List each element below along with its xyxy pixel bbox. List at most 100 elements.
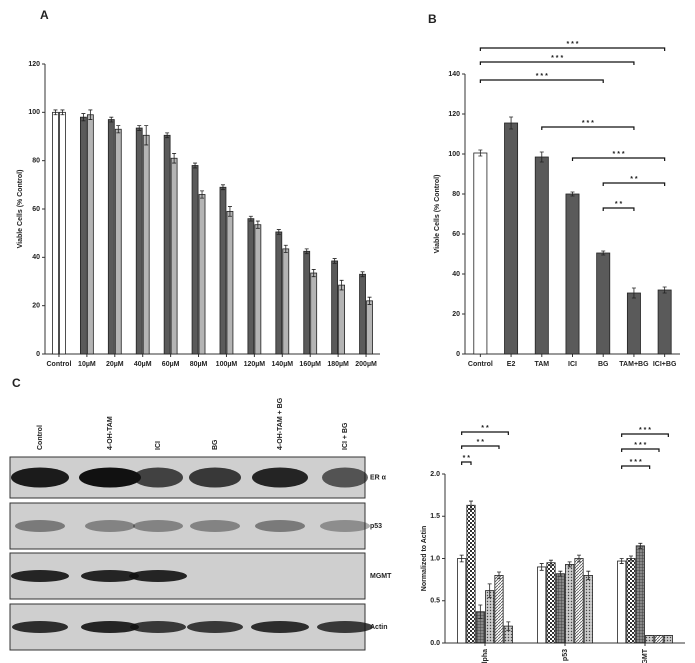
error-bar (220, 184, 225, 191)
bar (504, 122, 519, 355)
bar (657, 289, 672, 355)
error-bar (539, 563, 544, 571)
blot-band (15, 520, 65, 532)
significance-bracket (461, 431, 509, 435)
blot-band (320, 520, 370, 532)
y-tick-label: 80 (452, 191, 460, 198)
error-bar (165, 132, 170, 139)
error-bar (567, 561, 572, 568)
bar (473, 152, 488, 355)
bar (583, 575, 593, 644)
error-bar (509, 116, 514, 130)
error-bar (311, 269, 316, 278)
bar (494, 575, 504, 644)
error-bar (144, 125, 149, 146)
bar (142, 134, 150, 355)
panel-label: C (12, 376, 21, 390)
x-tick-label: 40µM (134, 361, 152, 368)
x-tick-label: 10µM (78, 361, 96, 368)
significance-label: * * * (634, 442, 646, 449)
blot-lane-label: ICI + BG (342, 422, 349, 450)
blot-band (189, 467, 241, 488)
significance-label: * * (481, 425, 489, 432)
error-bar (629, 555, 633, 562)
significance-bracket (541, 126, 635, 130)
x-tick-label: ER Alpha (482, 649, 489, 663)
x-tick-label: 80µM (190, 361, 208, 368)
error-bar (662, 286, 667, 294)
blot-row-label: Actin (370, 624, 388, 631)
bar (86, 114, 94, 355)
blot-row-label: ER α (370, 474, 387, 481)
bar (537, 566, 547, 644)
error-bar (60, 109, 65, 116)
blot-band (190, 520, 240, 532)
bar (596, 252, 611, 355)
bar (366, 300, 373, 355)
error-bar (506, 621, 511, 631)
y-tick-label: 140 (448, 71, 460, 78)
error-bar (255, 220, 260, 229)
x-tick-label: ICI+BG (653, 361, 677, 368)
x-tick-label: 200µM (355, 361, 377, 368)
significance-label: * * * (551, 55, 563, 62)
bar (617, 560, 627, 644)
significance-label: * * (463, 455, 471, 462)
bar (635, 545, 645, 644)
bar (485, 590, 495, 644)
error-bar (619, 558, 624, 564)
blot-band (81, 570, 139, 582)
significance-label: * * * (582, 120, 594, 127)
bar (114, 128, 122, 355)
blot-band (252, 467, 308, 488)
x-tick-label: 20µM (106, 361, 124, 368)
bar (226, 211, 234, 355)
error-bar (539, 151, 544, 163)
x-tick-label: E2 (507, 361, 516, 368)
error-bar (497, 571, 501, 580)
significance-label: * * (615, 201, 623, 208)
blot-row-label: p53 (370, 523, 382, 530)
y-tick-label: 120 (28, 61, 40, 68)
significance-bracket (461, 461, 472, 465)
blot-band (133, 467, 183, 488)
bar (457, 558, 467, 644)
error-bar (193, 162, 198, 169)
error-bar (88, 109, 93, 120)
bar (331, 260, 339, 355)
error-bar (487, 583, 492, 598)
blot-strip (9, 502, 366, 550)
x-tick-label: TAM (534, 361, 549, 368)
x-tick-label: BG (598, 361, 609, 368)
blot-band (129, 570, 187, 582)
y-tick-label: 0 (36, 351, 40, 358)
blot-band (12, 621, 68, 633)
bar (555, 573, 565, 644)
significance-label: * * * (630, 459, 642, 466)
y-tick-label: 0.5 (430, 598, 440, 605)
x-tick-label: Control (47, 361, 72, 368)
error-bar (570, 191, 575, 197)
y-tick-label: 40 (32, 254, 40, 261)
y-tick-label: 20 (452, 311, 460, 318)
x-tick-label: ICI (568, 361, 577, 368)
y-tick-label: 1.5 (430, 513, 440, 520)
bar (191, 165, 199, 355)
y-tick-label: 100 (448, 151, 460, 158)
blot-band (11, 570, 69, 582)
y-axis-label: Normalized to Actin (421, 526, 428, 591)
blot-lane-label: BG (212, 439, 219, 450)
error-bar (276, 229, 281, 235)
blot-band (251, 621, 309, 633)
error-bar (478, 149, 483, 157)
y-axis-label: Viable Cells (% Control) (434, 175, 441, 254)
x-tick-label: Control (468, 361, 493, 368)
y-tick-label: 60 (32, 206, 40, 213)
bar (546, 562, 556, 644)
error-bar (367, 296, 372, 305)
error-bar (248, 215, 253, 222)
bar (534, 156, 549, 355)
y-tick-label: 0 (456, 351, 460, 358)
error-bar (469, 500, 473, 510)
y-tick-label: 1.0 (430, 555, 440, 562)
